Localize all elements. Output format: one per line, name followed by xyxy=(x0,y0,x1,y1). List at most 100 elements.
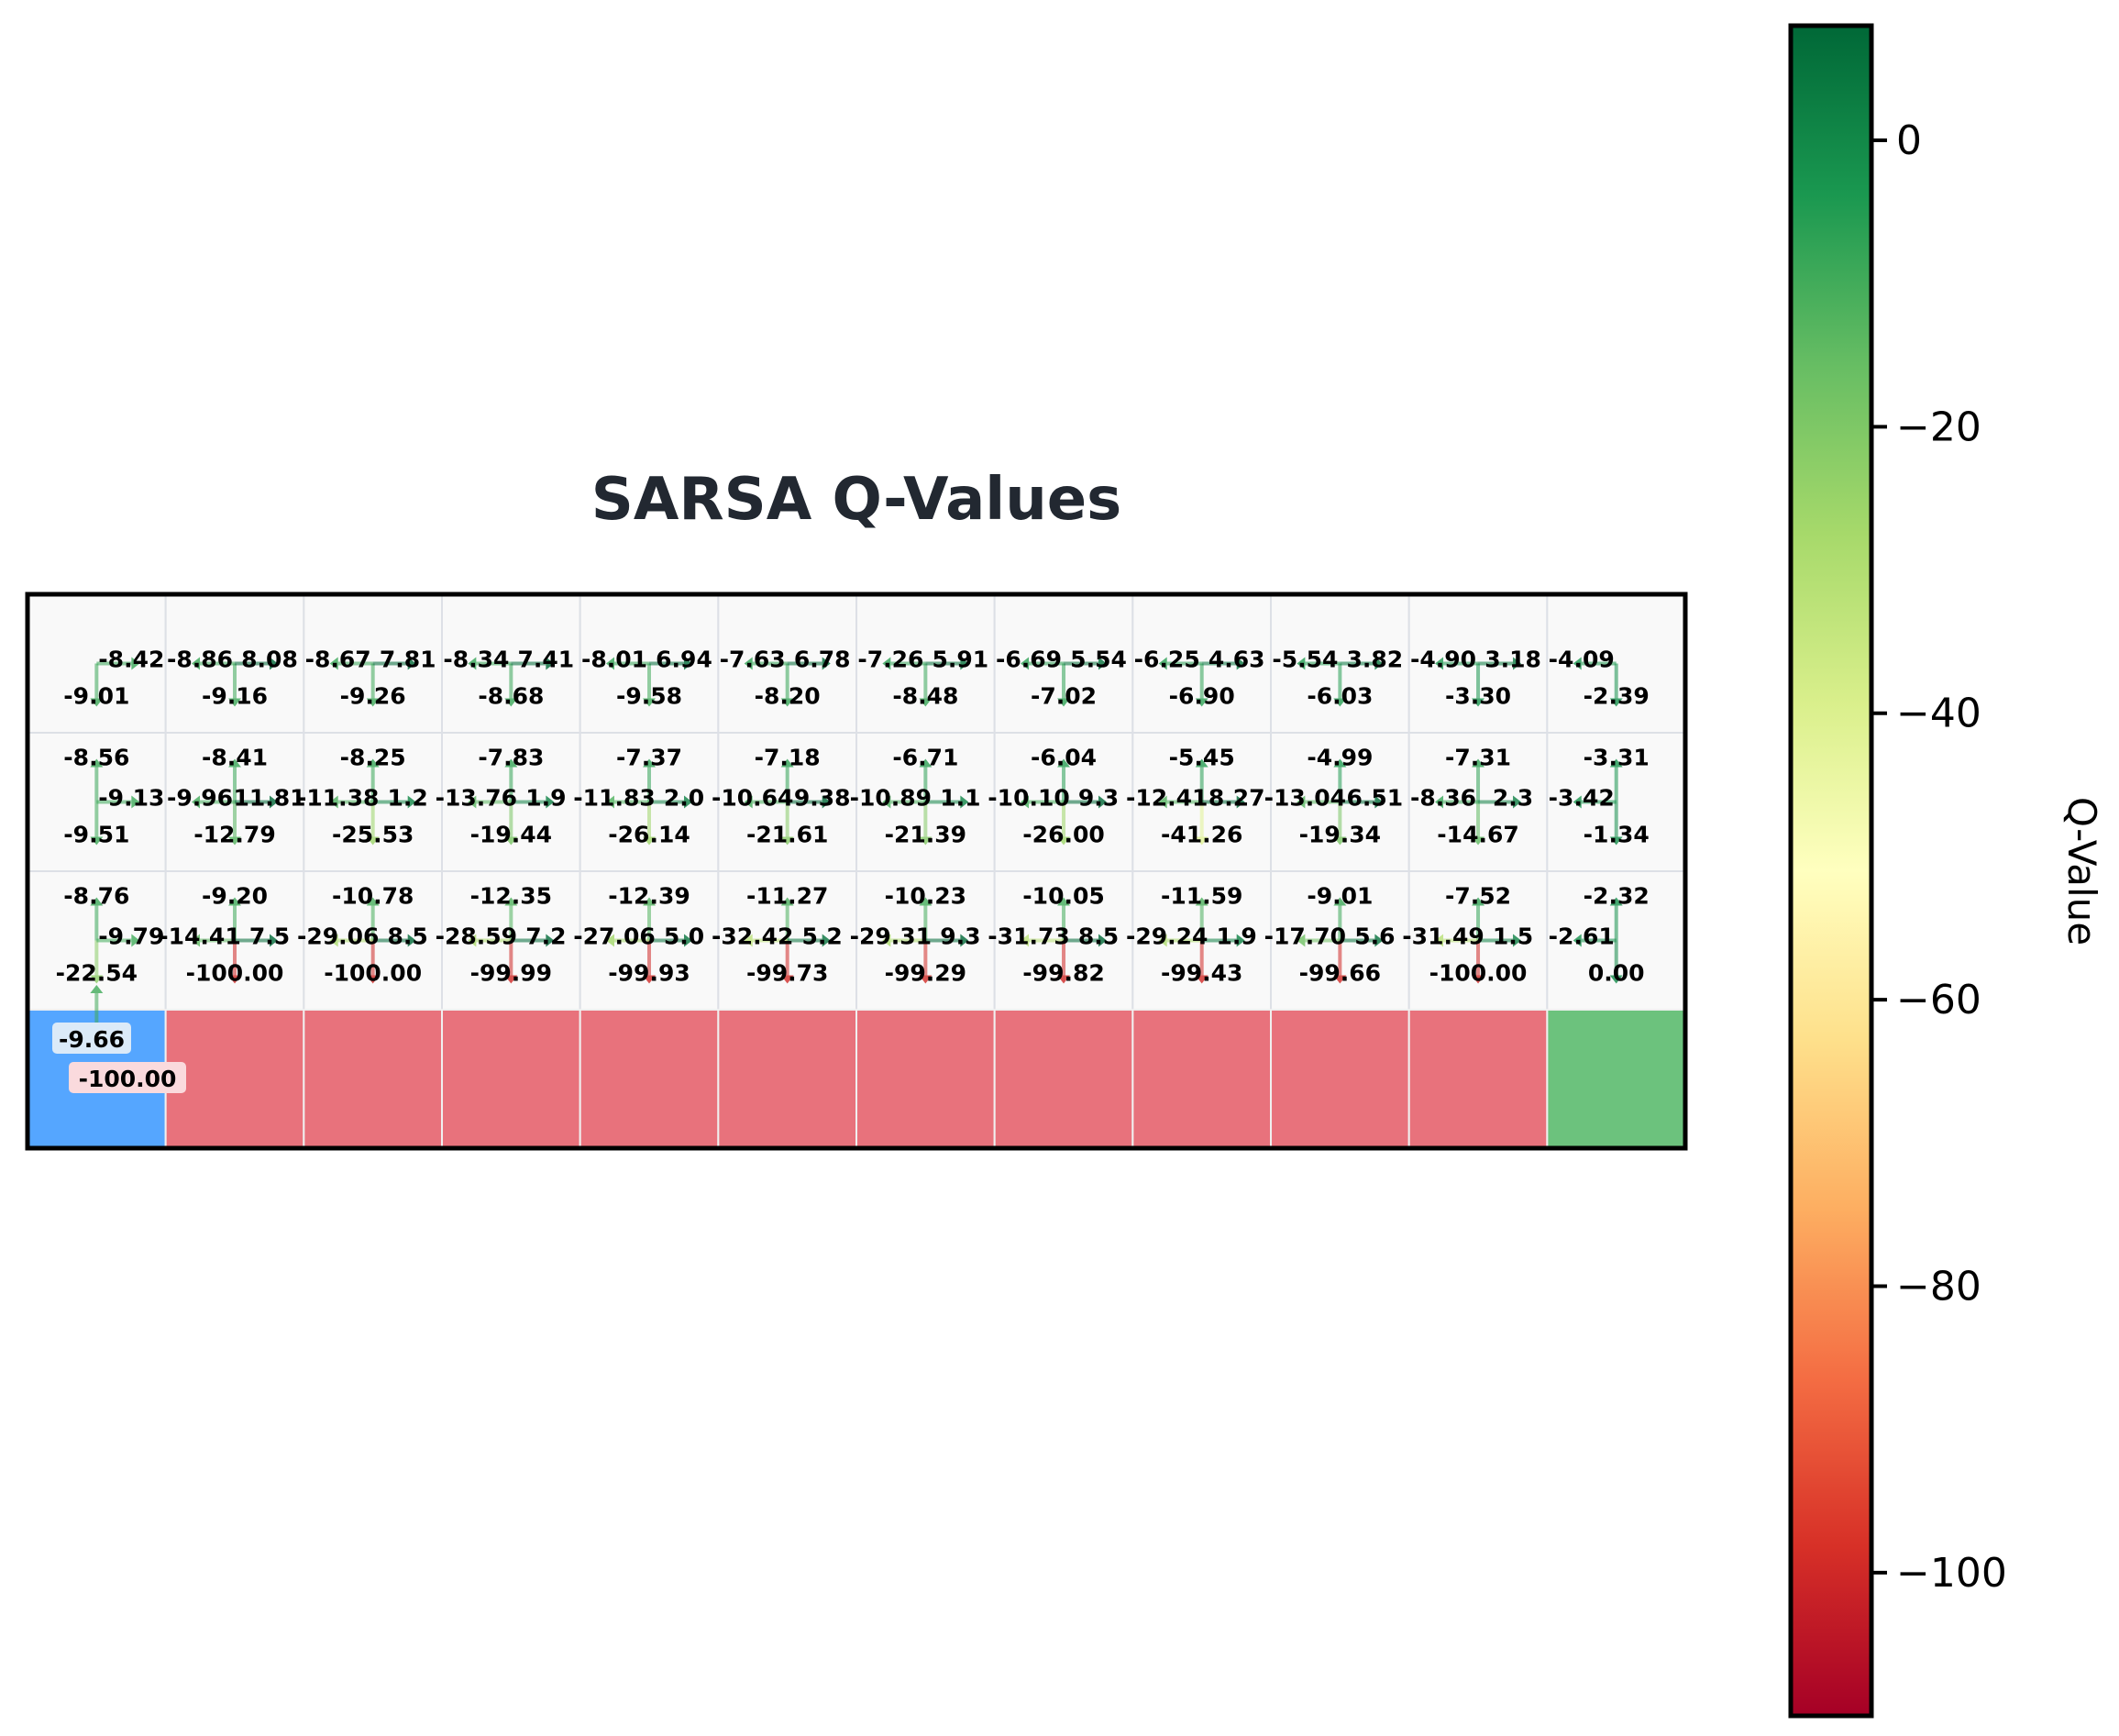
arrow-head-down xyxy=(1057,836,1071,846)
q-value-down: -8.48 xyxy=(892,683,958,710)
q-value-down: -100.00 xyxy=(186,960,284,987)
arrow-head-down xyxy=(1057,975,1071,984)
q-value-up: -12.35 xyxy=(470,883,552,910)
colorbar-tick-label: −60 xyxy=(1896,977,1981,1023)
arrow-head-up xyxy=(1333,758,1347,768)
arrow-head-right xyxy=(960,934,969,947)
grid-cell xyxy=(441,1009,581,1149)
q-value-up: -8.56 xyxy=(63,745,129,771)
q-value-left: -29.06 xyxy=(297,923,379,950)
arrow-head-down xyxy=(780,975,794,984)
grid-cell xyxy=(717,1009,858,1149)
q-value-left: -13.04 xyxy=(1264,785,1346,812)
arrow-head-up xyxy=(1195,897,1208,906)
arrow-head-up xyxy=(643,758,657,768)
q-value-left: -32.42 xyxy=(712,923,793,950)
arrow-head-right xyxy=(1374,934,1384,947)
arrow-head-up xyxy=(228,897,242,906)
q-value-right: -8.42 xyxy=(98,647,164,673)
arrow-head-right xyxy=(131,657,140,670)
q-value-right: 1.9 xyxy=(525,785,566,812)
arrow-head-left xyxy=(882,657,891,670)
grid-cell xyxy=(1131,1009,1273,1149)
arrow-head-left xyxy=(744,795,753,809)
arrow-head-up xyxy=(643,897,657,906)
q-value-left: -8.86 xyxy=(167,647,233,673)
arrow-head-right xyxy=(1236,795,1245,809)
start-q-value-right: -100.00 xyxy=(79,1066,177,1092)
arrow-head-down xyxy=(780,698,794,707)
q-value-down: -26.00 xyxy=(1022,822,1104,848)
q-value-left: -10.10 xyxy=(988,785,1069,812)
arrow-head-left xyxy=(1297,795,1306,809)
arrow-head-up xyxy=(1195,758,1208,768)
q-value-up: -10.78 xyxy=(332,883,414,910)
q-value-left: -3.42 xyxy=(1549,785,1615,812)
arrow-head-right xyxy=(1513,795,1522,809)
start-q-value-up: -9.66 xyxy=(59,1026,125,1053)
arrow-head-down xyxy=(643,836,657,846)
arrow-head-left xyxy=(329,934,338,947)
arrow-head-up xyxy=(919,758,933,768)
q-value-right: 9.3 xyxy=(1078,785,1119,812)
arrow-head-left xyxy=(744,934,753,947)
arrow-head-left xyxy=(468,657,477,670)
arrow-head-right xyxy=(1098,795,1108,809)
q-value-down: -8.68 xyxy=(478,683,544,710)
arrow-head-up xyxy=(366,758,380,768)
arrow-head-up xyxy=(1609,897,1623,906)
q-value-right: 9.38 xyxy=(794,785,851,812)
arrow-head-down xyxy=(1195,836,1208,846)
arrow-head-down xyxy=(1609,836,1623,846)
q-value-down: -22.54 xyxy=(56,960,138,987)
arrow-head-down xyxy=(504,836,518,846)
q-value-up: -11.59 xyxy=(1161,883,1242,910)
colorbar-label: Q-Value xyxy=(2059,797,2104,945)
arrow-head-right xyxy=(1374,657,1384,670)
q-value-down: -12.79 xyxy=(193,822,275,848)
arrow-head-right xyxy=(1236,934,1245,947)
arrow-head-up xyxy=(780,758,794,768)
arrow-head-down xyxy=(1195,698,1208,707)
arrow-head-down xyxy=(366,975,380,984)
q-value-down: -9.51 xyxy=(63,822,129,848)
q-value-left: -8.01 xyxy=(581,647,647,673)
arrow-head-left xyxy=(882,934,891,947)
arrow-head-down xyxy=(780,836,794,846)
q-value-down: -99.43 xyxy=(1161,960,1242,987)
grid-frame xyxy=(25,592,1688,1151)
arrow-head-left xyxy=(606,657,615,670)
q-value-left: -8.34 xyxy=(443,647,509,673)
q-value-right: 8.08 xyxy=(241,647,298,673)
colorbar-tick-label: −100 xyxy=(1896,1550,2007,1597)
q-value-left: -7.63 xyxy=(720,647,786,673)
q-value-right: 5.0 xyxy=(664,923,704,950)
arrow-head-down xyxy=(228,975,242,984)
arrow-head-down xyxy=(1057,698,1071,707)
arrow-head-up xyxy=(504,758,518,768)
q-value-down: -1.34 xyxy=(1584,822,1650,848)
q-value-down: -19.44 xyxy=(470,822,552,848)
q-value-grid xyxy=(27,593,1687,1149)
q-value-right: 5.6 xyxy=(1354,923,1395,950)
arrow-head-right xyxy=(546,657,555,670)
q-value-left: -8.36 xyxy=(1410,785,1476,812)
q-value-down: -9.58 xyxy=(616,683,682,710)
arrow-head-left xyxy=(1158,934,1167,947)
q-value-down: -6.03 xyxy=(1307,683,1373,710)
arrow-head-left xyxy=(1573,795,1582,809)
arrow-head-down xyxy=(643,975,657,984)
q-value-left: -12.41 xyxy=(1126,785,1208,812)
q-value-right: 2.0 xyxy=(664,785,704,812)
q-value-down: -6.90 xyxy=(1169,683,1235,710)
q-value-left: -31.73 xyxy=(988,923,1069,950)
q-value-left: -7.26 xyxy=(857,647,923,673)
q-value-left: -28.59 xyxy=(436,923,517,950)
q-value-left: -17.70 xyxy=(1264,923,1346,950)
q-value-left: -29.31 xyxy=(850,923,932,950)
q-value-down: -41.26 xyxy=(1161,822,1242,848)
q-value-down: 0.00 xyxy=(1588,960,1645,987)
grid-cell xyxy=(303,1009,444,1149)
arrow-head-down xyxy=(1472,975,1485,984)
